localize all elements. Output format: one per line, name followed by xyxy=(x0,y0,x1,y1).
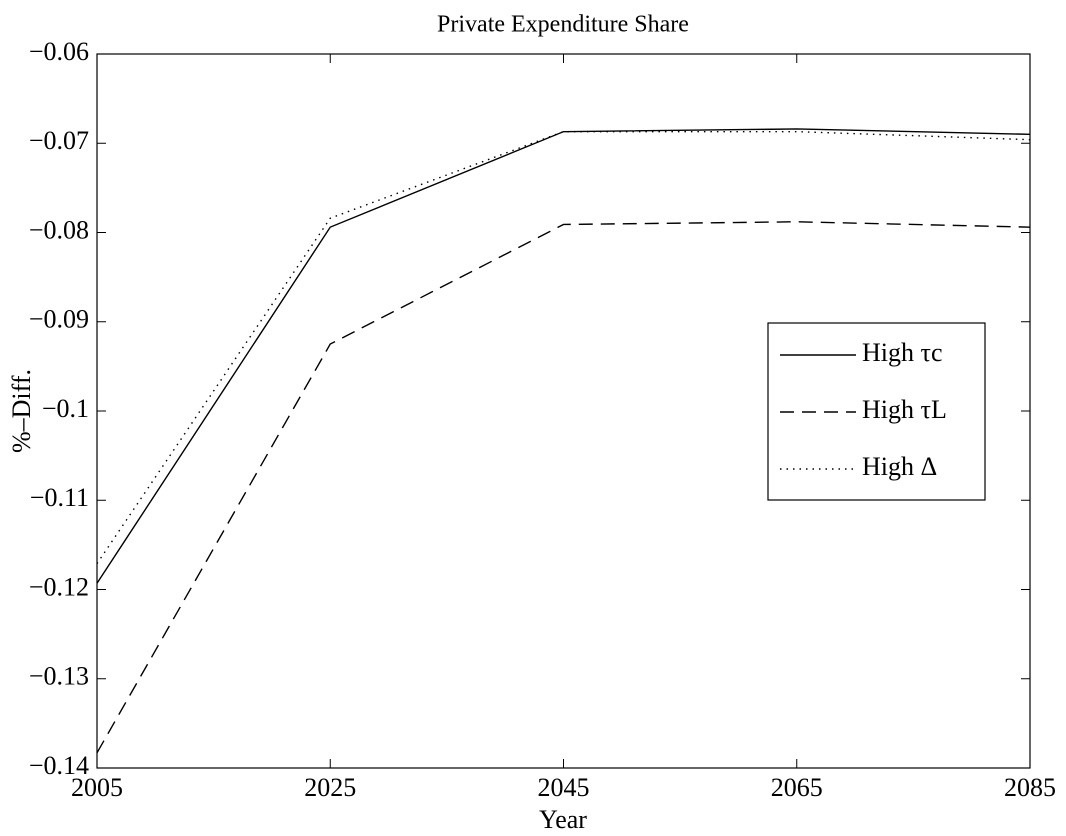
x-tick-label: 2065 xyxy=(771,773,823,802)
x-tick-label: 2025 xyxy=(304,773,356,802)
y-tick-label: −0.11 xyxy=(30,483,89,512)
legend-label: High τL xyxy=(862,395,947,424)
y-tick-label: −0.14 xyxy=(29,751,89,780)
data-line xyxy=(96,128,1031,584)
y-axis-label: %–Diff. xyxy=(7,369,36,453)
chart-title: Private Expenditure Share xyxy=(437,12,689,38)
x-tick-label: 2045 xyxy=(538,773,590,802)
y-tick-label: −0.06 xyxy=(29,37,89,66)
y-tick-label: −0.08 xyxy=(29,215,89,244)
y-tick-label: −0.13 xyxy=(29,662,89,691)
legend-label: High τc xyxy=(862,338,943,367)
y-tick-label: −0.09 xyxy=(29,305,89,334)
y-tick-label: −0.12 xyxy=(29,572,89,601)
y-tick-label: −0.07 xyxy=(29,126,89,155)
x-axis-label: Year xyxy=(539,805,587,834)
y-tick-label: −0.1 xyxy=(42,394,89,423)
data-line xyxy=(96,221,1031,754)
x-tick-label: 2005 xyxy=(71,773,123,802)
legend-label: High Δ xyxy=(862,452,937,481)
x-tick-label: 2085 xyxy=(1004,773,1056,802)
